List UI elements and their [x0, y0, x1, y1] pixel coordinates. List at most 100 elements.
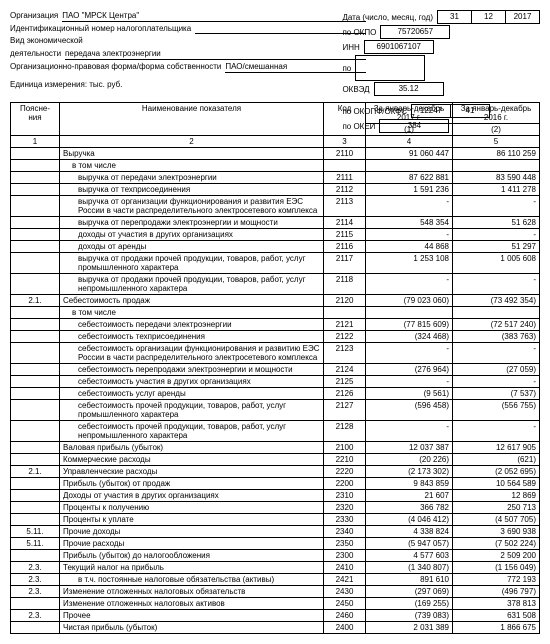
okopf-label: по ОКОПФ/ОКФС — [342, 107, 411, 116]
cell-2017: (20 226) — [366, 454, 453, 466]
table-row: себестоимость передачи электроэнергии212… — [11, 319, 540, 331]
cell-notes — [11, 550, 60, 562]
cell-name: Доходы от участия в других организациях — [60, 490, 324, 502]
cell-2016: - — [453, 343, 540, 364]
cell-2017: - — [366, 229, 453, 241]
table-row: Выручка211091 060 44786 110 259 — [11, 148, 540, 160]
table-row: себестоимость техприсоединения2122(324 4… — [11, 331, 540, 343]
okved-label: ОКВЭД — [342, 85, 373, 94]
cell-code: 2124 — [324, 364, 366, 376]
cell-2017: 2 031 389 — [366, 622, 453, 634]
table-row: Доходы от участия в других организациях2… — [11, 490, 540, 502]
cell-notes — [11, 400, 60, 421]
cell-notes — [11, 217, 60, 229]
cell-notes — [11, 160, 60, 172]
cell-code: 2460 — [324, 610, 366, 622]
cell-2016: 2 509 200 — [453, 550, 540, 562]
cell-name: выручка от передачи электроэнергии — [60, 172, 324, 184]
cell-2016: (4 507 705) — [453, 514, 540, 526]
cell-name: Прибыль (убыток) до налогообложения — [60, 550, 324, 562]
date-year: 2017 — [505, 10, 540, 24]
inn-value: 6901067107 — [364, 40, 434, 54]
cell-code: 2210 — [324, 454, 366, 466]
cell-2016: - — [453, 229, 540, 241]
cell-code: 2430 — [324, 586, 366, 598]
table-row: Чистая прибыль (убыток)24002 031 3891 86… — [11, 622, 540, 634]
cell-name: себестоимость услуг аренды — [60, 388, 324, 400]
cell-2017: - — [366, 274, 453, 295]
table-row: 2.3.Изменение отложенных налоговых обяза… — [11, 586, 540, 598]
colnum-2: 2 — [60, 136, 324, 148]
cell-2016: - — [453, 376, 540, 388]
table-row: 2.3.Текущий налог на прибыль2410(1 340 8… — [11, 562, 540, 574]
cell-code: 2220 — [324, 466, 366, 478]
cell-code: 2400 — [324, 622, 366, 634]
cell-2016: - — [453, 274, 540, 295]
table-row: 5.11.Прочие доходы23404 338 8243 690 938 — [11, 526, 540, 538]
cell-2017: (1 340 807) — [366, 562, 453, 574]
cell-notes — [11, 253, 60, 274]
colnum-3: 3 — [324, 136, 366, 148]
cell-2016: (383 763) — [453, 331, 540, 343]
cell-code: 2116 — [324, 241, 366, 253]
okved-label-pre: по — [342, 64, 355, 73]
table-row: себестоимость перепродажи электроэнергии… — [11, 364, 540, 376]
cell-code: 2123 — [324, 343, 366, 364]
cell-name: Текущий налог на прибыль — [60, 562, 324, 574]
cell-code: 2340 — [324, 526, 366, 538]
cell-notes — [11, 331, 60, 343]
cell-2017: (596 458) — [366, 400, 453, 421]
cell-2016: (72 517 240) — [453, 319, 540, 331]
cell-2017: (169 255) — [366, 598, 453, 610]
cell-2017: 21 607 — [366, 490, 453, 502]
cell-2017: (739 083) — [366, 610, 453, 622]
table-row: выручка от передачи электроэнергии211187… — [11, 172, 540, 184]
cell-name: себестоимость прочей продукции, товаров,… — [60, 400, 324, 421]
cell-name: Валовая прибыль (убыток) — [60, 442, 324, 454]
cell-notes — [11, 514, 60, 526]
cell-name: выручка от продажи прочей продукции, тов… — [60, 274, 324, 295]
table-row: в том числе — [11, 307, 540, 319]
table-row: выручка от организации функционирования … — [11, 196, 540, 217]
cell-name: себестоимость передачи электроэнергии — [60, 319, 324, 331]
cell-code: 2128 — [324, 421, 366, 442]
cell-notes: 2.3. — [11, 610, 60, 622]
cell-notes — [11, 598, 60, 610]
cell-notes — [11, 343, 60, 364]
cell-2016: 10 564 589 — [453, 478, 540, 490]
table-row: себестоимость организации функционирован… — [11, 343, 540, 364]
cell-code: 2122 — [324, 331, 366, 343]
cell-2016: 12 617 905 — [453, 442, 540, 454]
table-row: 2.3.в т.ч. постоянные налоговые обязател… — [11, 574, 540, 586]
cell-code: 2410 — [324, 562, 366, 574]
cell-2017 — [366, 307, 453, 319]
cell-code: 2113 — [324, 196, 366, 217]
cell-2017: (2 173 302) — [366, 466, 453, 478]
org-label: Организация — [10, 10, 58, 22]
cell-notes — [11, 307, 60, 319]
cell-name: в том числе — [60, 307, 324, 319]
cell-name: Коммерческие расходы — [60, 454, 324, 466]
cell-name: Себестоимость продаж — [60, 295, 324, 307]
th-notes: Поясне- ния — [11, 103, 60, 136]
cell-notes — [11, 622, 60, 634]
okved-empty — [355, 55, 425, 81]
cell-2016: - — [453, 196, 540, 217]
table-row: выручка от перепродажи электроэнергии и … — [11, 217, 540, 229]
financial-table: Поясне- ния Наименование показателя Код … — [10, 102, 540, 634]
cell-2017: (4 046 412) — [366, 514, 453, 526]
cell-2016: (2 052 695) — [453, 466, 540, 478]
cell-2016: (7 537) — [453, 388, 540, 400]
cell-2017: 548 354 — [366, 217, 453, 229]
cell-name: Проценты к уплате — [60, 514, 324, 526]
colnum-4: 4 — [366, 136, 453, 148]
cell-notes: 2.3. — [11, 562, 60, 574]
cell-code: 2310 — [324, 490, 366, 502]
cell-code: 2120 — [324, 295, 366, 307]
cell-2017: (297 069) — [366, 586, 453, 598]
table-row: выручка от продажи прочей продукции, тов… — [11, 274, 540, 295]
colnum-5: 5 — [453, 136, 540, 148]
cell-name: Прочее — [60, 610, 324, 622]
date-month: 12 — [471, 10, 505, 24]
table-row: выручка от продажи прочей продукции, тов… — [11, 253, 540, 274]
